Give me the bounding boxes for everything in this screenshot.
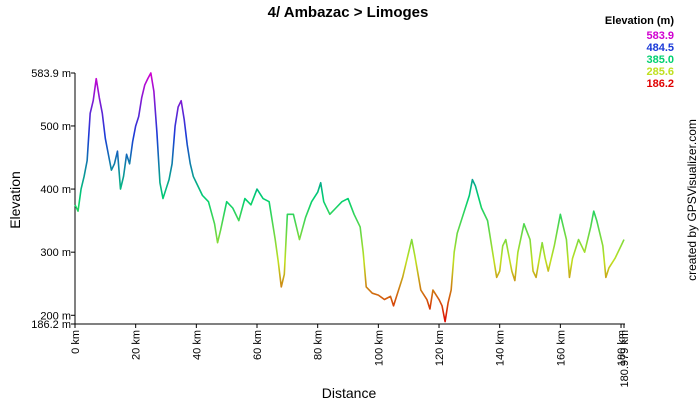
y-tick-label: 500 m xyxy=(40,121,71,133)
y-tick-label: 583.9 m xyxy=(31,68,71,80)
credit: created by GPSVisualizer.com xyxy=(685,119,699,281)
x-tick-label: 80 km xyxy=(313,330,325,360)
legend-value: 385.0 xyxy=(646,54,674,66)
x-tick-label: 40 km xyxy=(191,330,203,360)
x-axis-title: Distance xyxy=(322,385,377,400)
y-axis-title: Elevation xyxy=(7,171,23,229)
x-tick-label: 60 km xyxy=(252,330,264,360)
y-tick-label: 300 m xyxy=(40,247,71,259)
y-tick-label: 200 m xyxy=(40,310,71,322)
y-tick-label: 186.2 m xyxy=(31,319,71,331)
x-tick-label: 120 km xyxy=(434,330,446,366)
x-tick-label: 180.979 km xyxy=(619,330,631,387)
x-tick-label: 180 km xyxy=(616,330,628,366)
x-tick-label: 0 km xyxy=(70,330,82,354)
legend-value: 484.5 xyxy=(646,42,674,54)
x-tick-label: 100 km xyxy=(373,330,385,366)
x-tick-label: 140 km xyxy=(495,330,507,366)
legend-value: 583.9 xyxy=(646,30,674,42)
x-tick-label: 160 km xyxy=(555,330,567,366)
legend-value: 285.6 xyxy=(646,66,674,78)
chart-title: 4/ Ambazac > Limoges xyxy=(268,4,429,21)
legend-value: 186.2 xyxy=(646,78,674,90)
y-tick-label: 400 m xyxy=(40,184,71,196)
legend-title: Elevation (m) xyxy=(605,15,674,27)
x-tick-label: 20 km xyxy=(131,330,143,360)
elevation-line xyxy=(74,72,625,323)
